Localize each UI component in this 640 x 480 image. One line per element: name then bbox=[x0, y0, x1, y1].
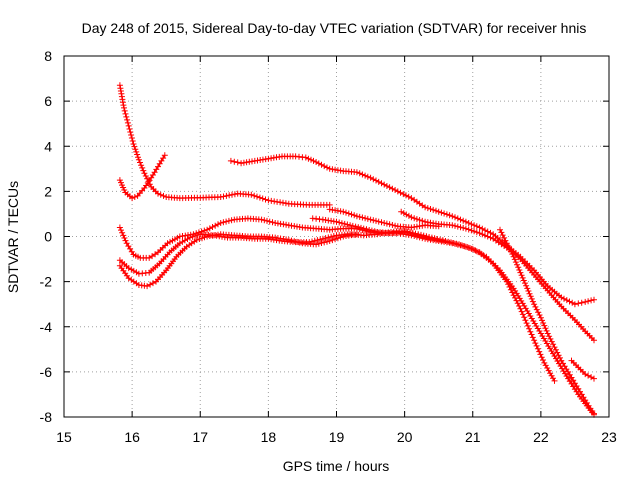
data-series bbox=[116, 82, 597, 418]
y-tick-label: -6 bbox=[40, 364, 53, 380]
series-markers bbox=[309, 215, 597, 418]
x-tick-label: 15 bbox=[56, 429, 72, 445]
series-pass-11 bbox=[568, 357, 597, 382]
x-tick-label: 20 bbox=[397, 429, 413, 445]
y-tick-label: 6 bbox=[44, 93, 52, 109]
series-pass-8 bbox=[326, 206, 442, 231]
series-line bbox=[571, 360, 595, 380]
axis-tick-labels: 15 16 17 18 19 20 21 22 23 -8 -6 -4 -2 0 2 4 6 8 bbox=[40, 48, 617, 445]
chart-title: Day 248 of 2015, Sidereal Day-to-day VTE… bbox=[82, 20, 587, 36]
x-tick-label: 19 bbox=[329, 429, 345, 445]
series-pass-7 bbox=[309, 215, 597, 418]
series-markers bbox=[398, 208, 597, 344]
x-axis-label: GPS time / hours bbox=[283, 458, 390, 474]
series-pass-10 bbox=[497, 226, 597, 417]
y-tick-label: 4 bbox=[44, 138, 52, 154]
series-pass-9 bbox=[398, 208, 597, 344]
x-tick-label: 16 bbox=[124, 429, 140, 445]
x-tick-label: 18 bbox=[261, 429, 277, 445]
series-pass-2 bbox=[116, 152, 168, 202]
y-tick-label: -4 bbox=[40, 319, 53, 335]
series-markers bbox=[326, 206, 442, 231]
x-tick-label: 21 bbox=[465, 429, 481, 445]
y-tick-label: -2 bbox=[40, 274, 53, 290]
x-tick-label: 22 bbox=[533, 429, 549, 445]
series-markers bbox=[116, 82, 333, 208]
y-tick-label: 0 bbox=[44, 229, 52, 245]
y-tick-label: 2 bbox=[44, 183, 52, 199]
series-pass-1 bbox=[116, 82, 333, 208]
series-line bbox=[119, 154, 166, 199]
y-tick-label: 8 bbox=[44, 48, 52, 64]
x-tick-label: 17 bbox=[192, 429, 208, 445]
plot-frame bbox=[63, 55, 610, 418]
series-pass-6 bbox=[116, 231, 360, 290]
y-tick-label: -8 bbox=[40, 409, 53, 425]
series-markers bbox=[497, 226, 597, 417]
series-markers bbox=[116, 152, 168, 202]
series-markers bbox=[568, 357, 597, 382]
x-tick-label: 23 bbox=[601, 429, 617, 445]
y-axis-label: SDTVAR / TECUs bbox=[5, 181, 21, 293]
series-markers bbox=[116, 231, 360, 290]
